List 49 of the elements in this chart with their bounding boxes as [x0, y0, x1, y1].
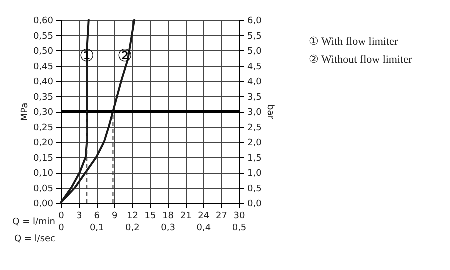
y2-tick-label: 6,0 — [248, 16, 262, 26]
x-tick-label: 0 — [58, 212, 65, 222]
y-tick-label: 0,30 — [33, 108, 54, 118]
y2-tick-label: 5,0 — [248, 47, 262, 57]
y2-tick-label: 5,5 — [248, 32, 262, 42]
x-tick-label: 15 — [144, 212, 156, 222]
x2-tick-label: 0,2 — [126, 224, 140, 234]
y2-tick-label: 2,5 — [248, 123, 262, 134]
y2-tick-label: 0,0 — [248, 200, 262, 210]
x2-tick-label: 0,5 — [232, 224, 247, 234]
x2-axis-title: Q = l/sec — [14, 234, 56, 244]
text: ② Without flow limiter — [309, 54, 412, 66]
y2-tick-label: 4,5 — [248, 62, 262, 72]
y2-tick-label: 3,0 — [248, 108, 262, 118]
x-tick-label: 3 — [76, 212, 82, 222]
x2-tick-label: 0,4 — [196, 224, 212, 234]
y2-tick-label: 0,5 — [248, 184, 262, 194]
y-tick-label: 0,35 — [33, 92, 54, 103]
y-axis-title: MPa — [20, 102, 30, 122]
x-axis-title: Q = l/min — [12, 218, 56, 228]
y-tick-label: 0,00 — [33, 200, 54, 210]
y2-tick-label: 1,0 — [248, 169, 262, 179]
y-tick-label: 0,55 — [33, 32, 54, 42]
y2-tick-label: 4,0 — [248, 78, 262, 88]
x2-tick-label: 0,3 — [161, 224, 176, 234]
y-tick-label: 0,10 — [33, 169, 54, 179]
x-tick-label: 9 — [112, 212, 118, 222]
x-tick-label: 27 — [216, 212, 228, 222]
y-tick-label: 0,25 — [33, 123, 54, 134]
y2-tick-label: 2,0 — [248, 138, 262, 148]
y-tick-label: 0,50 — [33, 47, 54, 57]
x2-tick-label: 0,1 — [90, 224, 104, 234]
y-tick-label: 0,20 — [33, 138, 54, 148]
y-tick-label: 0,05 — [33, 184, 54, 194]
y-tick-label: 0,40 — [33, 78, 54, 88]
text: ① With flow limiter — [309, 36, 398, 48]
x-tick-label: 18 — [162, 212, 174, 222]
x2-tick-label: 0 — [58, 224, 65, 234]
x-tick-label: 21 — [180, 212, 192, 222]
y2-tick-label: 1,5 — [248, 154, 262, 164]
y-tick-label: 0,60 — [33, 16, 54, 26]
y2-axis-title: bar — [264, 104, 275, 120]
x-tick-label: 30 — [234, 212, 246, 222]
y-tick-label: 0,45 — [33, 62, 54, 72]
y2-tick-label: 3,5 — [248, 92, 262, 103]
x-tick-label: 24 — [198, 212, 210, 222]
x-tick-label: 12 — [126, 212, 138, 222]
x-tick-label: 6 — [94, 212, 100, 222]
y-tick-label: 0,15 — [33, 154, 54, 164]
